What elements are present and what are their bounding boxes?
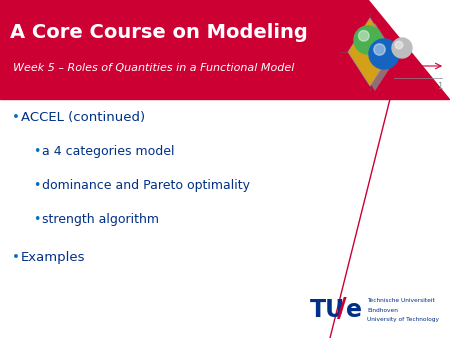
Circle shape — [359, 30, 369, 41]
Text: ACCEL (continued): ACCEL (continued) — [21, 112, 145, 124]
Text: /: / — [337, 297, 346, 323]
Text: Eindhoven: Eindhoven — [367, 308, 398, 313]
Circle shape — [354, 26, 382, 54]
Text: dominance and Pareto optimality: dominance and Pareto optimality — [42, 179, 250, 193]
Text: A Core Course on Modeling: A Core Course on Modeling — [10, 23, 308, 42]
Text: •: • — [33, 214, 40, 226]
Text: Week 5 – Roles of Quantities in a Functional Model: Week 5 – Roles of Quantities in a Functi… — [13, 63, 294, 73]
Text: a 4 categories model: a 4 categories model — [42, 145, 175, 159]
Bar — [0, 0, 450, 99]
Text: Technische Universiteit: Technische Universiteit — [367, 298, 435, 304]
Circle shape — [374, 44, 385, 55]
Text: •: • — [12, 251, 20, 265]
Text: •: • — [33, 179, 40, 193]
Circle shape — [369, 39, 399, 69]
Text: University of Technology: University of Technology — [367, 316, 439, 321]
Polygon shape — [348, 18, 392, 86]
Text: strength algorithm: strength algorithm — [42, 214, 159, 226]
Text: Examples: Examples — [21, 251, 86, 265]
Text: e: e — [346, 298, 362, 322]
Circle shape — [392, 38, 412, 58]
Circle shape — [395, 41, 403, 49]
Text: •: • — [33, 145, 40, 159]
Text: 1: 1 — [437, 82, 442, 91]
Text: TU: TU — [310, 298, 345, 322]
Text: •: • — [12, 112, 20, 124]
Polygon shape — [369, 0, 450, 99]
Polygon shape — [353, 23, 397, 91]
